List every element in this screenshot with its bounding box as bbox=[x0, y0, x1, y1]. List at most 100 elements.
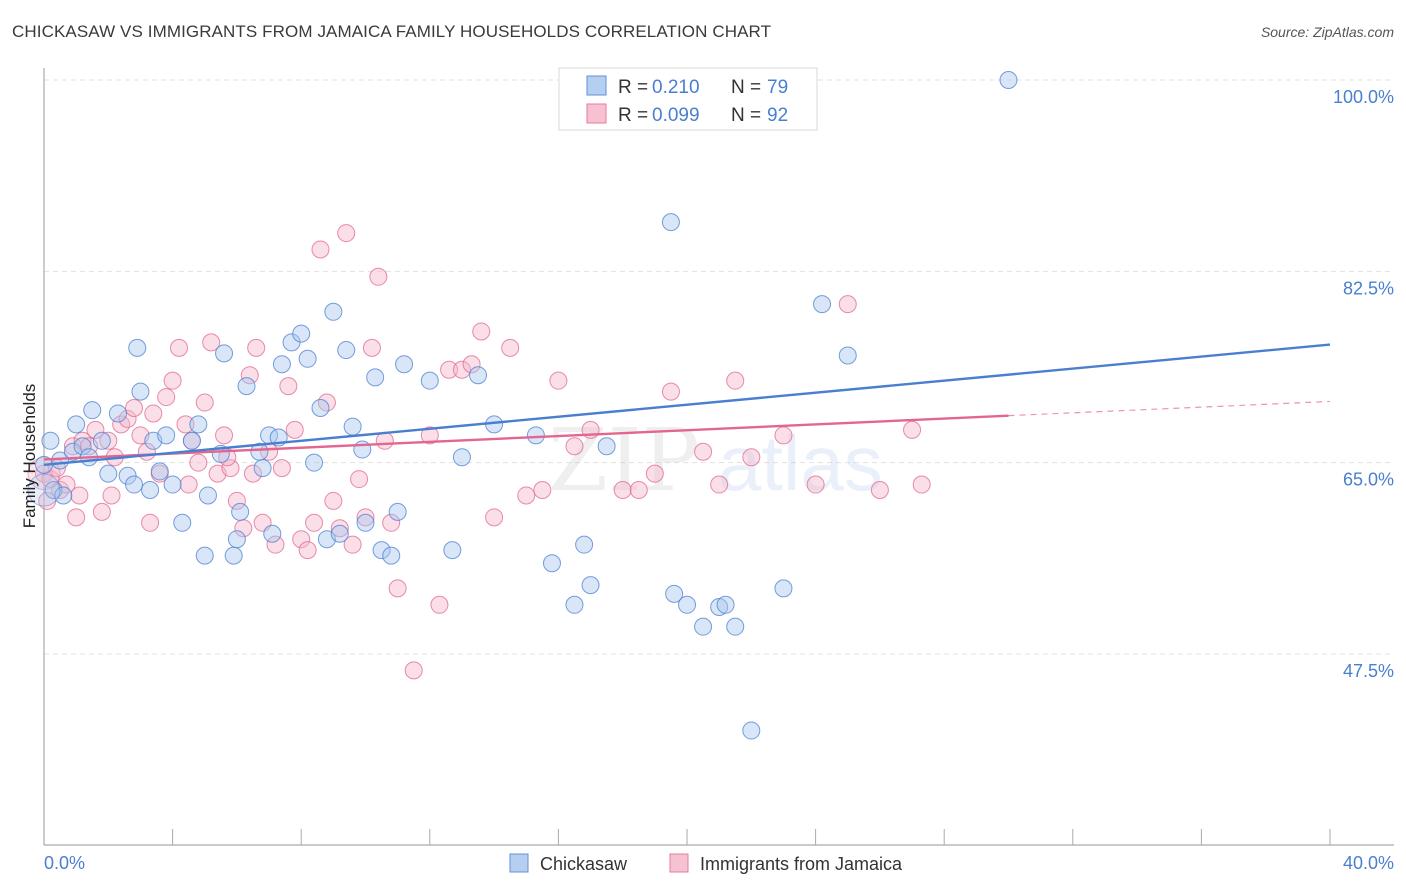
jamaica-point-41 bbox=[292, 530, 311, 549]
chickasaw-point-25 bbox=[195, 546, 214, 565]
chickasaw-point-70 bbox=[694, 617, 713, 636]
y-tick-label-3: 100.0% bbox=[1333, 87, 1394, 107]
bottom-legend-jamaica: Immigrants from Jamaica bbox=[700, 854, 903, 874]
y-axis-title: Family Households bbox=[20, 384, 39, 529]
jamaica-point-33 bbox=[240, 366, 259, 385]
chickasaw-point-22 bbox=[173, 513, 192, 532]
jamaica-point-77 bbox=[726, 371, 745, 390]
chickasaw-point-53 bbox=[382, 546, 401, 565]
jamaica-point-44 bbox=[311, 240, 330, 259]
jamaica-point-67 bbox=[533, 481, 552, 499]
chickasaw-point-40 bbox=[292, 324, 311, 343]
jamaica-point-76 bbox=[710, 475, 729, 494]
y-tick-label-0: 47.5% bbox=[1343, 661, 1394, 681]
chart-title: CHICKASAW VS IMMIGRANTS FROM JAMAICA FAM… bbox=[12, 22, 772, 41]
jamaica-point-11 bbox=[99, 431, 118, 450]
jamaica-point-23 bbox=[176, 415, 195, 434]
x-tick-label-max: 40.0% bbox=[1343, 853, 1394, 873]
legend-r-value-1: 0.210 bbox=[652, 77, 700, 98]
legend-swatch-jamaica bbox=[586, 103, 607, 124]
chickasaw-point-7 bbox=[73, 437, 92, 456]
chickasaw-point-12 bbox=[108, 404, 127, 423]
jamaica-point-86 bbox=[141, 513, 160, 532]
chickasaw-point-45 bbox=[324, 302, 343, 321]
chickasaw-point-74 bbox=[716, 595, 735, 614]
jamaica-point-48 bbox=[337, 224, 356, 243]
jamaica-point-63 bbox=[472, 322, 491, 341]
jamaica-point-59 bbox=[430, 595, 449, 614]
watermark-zip: ZIP bbox=[548, 411, 700, 511]
chickasaw-point-51 bbox=[366, 368, 385, 387]
trend-lines bbox=[43, 343, 1331, 467]
bottom-legend: Chickasaw Immigrants from Jamaica bbox=[509, 853, 903, 874]
jamaica-point-21 bbox=[163, 371, 182, 390]
jamaica-point-90 bbox=[179, 475, 198, 494]
jamaica-point-46 bbox=[324, 491, 343, 510]
chickasaw-point-54 bbox=[388, 502, 407, 521]
jamaica-point-47 bbox=[330, 519, 349, 538]
legend-n-label-2: N = bbox=[731, 105, 761, 126]
jamaica-point-50 bbox=[350, 470, 369, 489]
chickasaw-point-42 bbox=[305, 453, 324, 472]
chickasaw-point-15 bbox=[128, 338, 147, 357]
legend-n-value-2: 92 bbox=[767, 105, 788, 126]
chickasaw-point-55 bbox=[395, 355, 414, 374]
chickasaw-point-72 bbox=[726, 617, 745, 636]
jamaica-point-64 bbox=[485, 508, 504, 527]
jamaica-point-56 bbox=[388, 579, 407, 598]
chickasaw-points bbox=[27, 71, 1018, 740]
chickasaw-point-59 bbox=[469, 366, 488, 385]
jamaica-point-62 bbox=[462, 355, 481, 374]
y-tick-labels: 47.5% 65.0% 82.5% 100.0% bbox=[1333, 87, 1394, 681]
chickasaw-point-26 bbox=[198, 486, 217, 505]
jamaica-point-87 bbox=[102, 486, 121, 505]
jamaica-point-38 bbox=[272, 459, 291, 478]
jamaica-point-85 bbox=[243, 464, 262, 483]
legend-r-label-1: R = bbox=[618, 77, 648, 98]
chickasaw-point-67 bbox=[661, 213, 680, 232]
jamaica-point-84 bbox=[912, 475, 931, 494]
bottom-legend-swatch-jamaica bbox=[669, 853, 689, 873]
chickasaw-point-61 bbox=[526, 426, 545, 445]
chickasaw-point-46 bbox=[330, 524, 349, 543]
jamaica-point-25 bbox=[189, 453, 208, 472]
jamaica-point-9 bbox=[86, 420, 105, 439]
chickasaw-point-71 bbox=[710, 597, 729, 616]
jamaica-point-69 bbox=[565, 437, 584, 456]
chickasaw-point-76 bbox=[813, 295, 832, 314]
jamaica-point-60 bbox=[440, 360, 459, 379]
y-tick-label-1: 65.0% bbox=[1343, 470, 1394, 490]
jamaica-point-15 bbox=[125, 399, 144, 417]
jamaica-point-68 bbox=[549, 371, 568, 390]
chickasaw-point-58 bbox=[452, 448, 471, 467]
chickasaw-point-21 bbox=[163, 475, 182, 494]
jamaica-point-74 bbox=[661, 382, 680, 401]
chickasaw-point-30 bbox=[227, 530, 246, 549]
jamaica-point-42 bbox=[298, 541, 317, 560]
x-tick-label-min: 0.0% bbox=[44, 853, 85, 873]
jamaica-points bbox=[27, 224, 931, 680]
watermark: ZIP atlas bbox=[548, 411, 883, 511]
chickasaw-point-20 bbox=[157, 426, 176, 445]
watermark-atlas: atlas bbox=[718, 419, 883, 507]
chickasaw-point-77 bbox=[838, 346, 857, 365]
jamaica-point-30 bbox=[221, 459, 240, 478]
jamaica-trend-line bbox=[43, 414, 1009, 461]
chickasaw-point-78 bbox=[999, 71, 1018, 89]
chickasaw-point-14 bbox=[125, 475, 144, 494]
chickasaw-point-43 bbox=[311, 399, 330, 417]
chickasaw-point-69 bbox=[678, 595, 696, 614]
jamaica-point-51 bbox=[356, 508, 375, 527]
jamaica-point-18 bbox=[144, 404, 163, 423]
chickasaw-point-50 bbox=[356, 513, 375, 532]
jamaica-point-53 bbox=[369, 267, 388, 286]
jamaica-point-5 bbox=[63, 437, 82, 456]
jamaica-point-82 bbox=[870, 481, 889, 499]
chickasaw-point-75 bbox=[774, 579, 793, 598]
chickasaw-point-32 bbox=[237, 377, 256, 396]
bottom-legend-chickasaw: Chickasaw bbox=[540, 854, 628, 874]
chickasaw-point-6 bbox=[67, 415, 86, 434]
chickasaw-point-17 bbox=[141, 481, 160, 499]
chickasaw-point-19 bbox=[150, 462, 169, 481]
